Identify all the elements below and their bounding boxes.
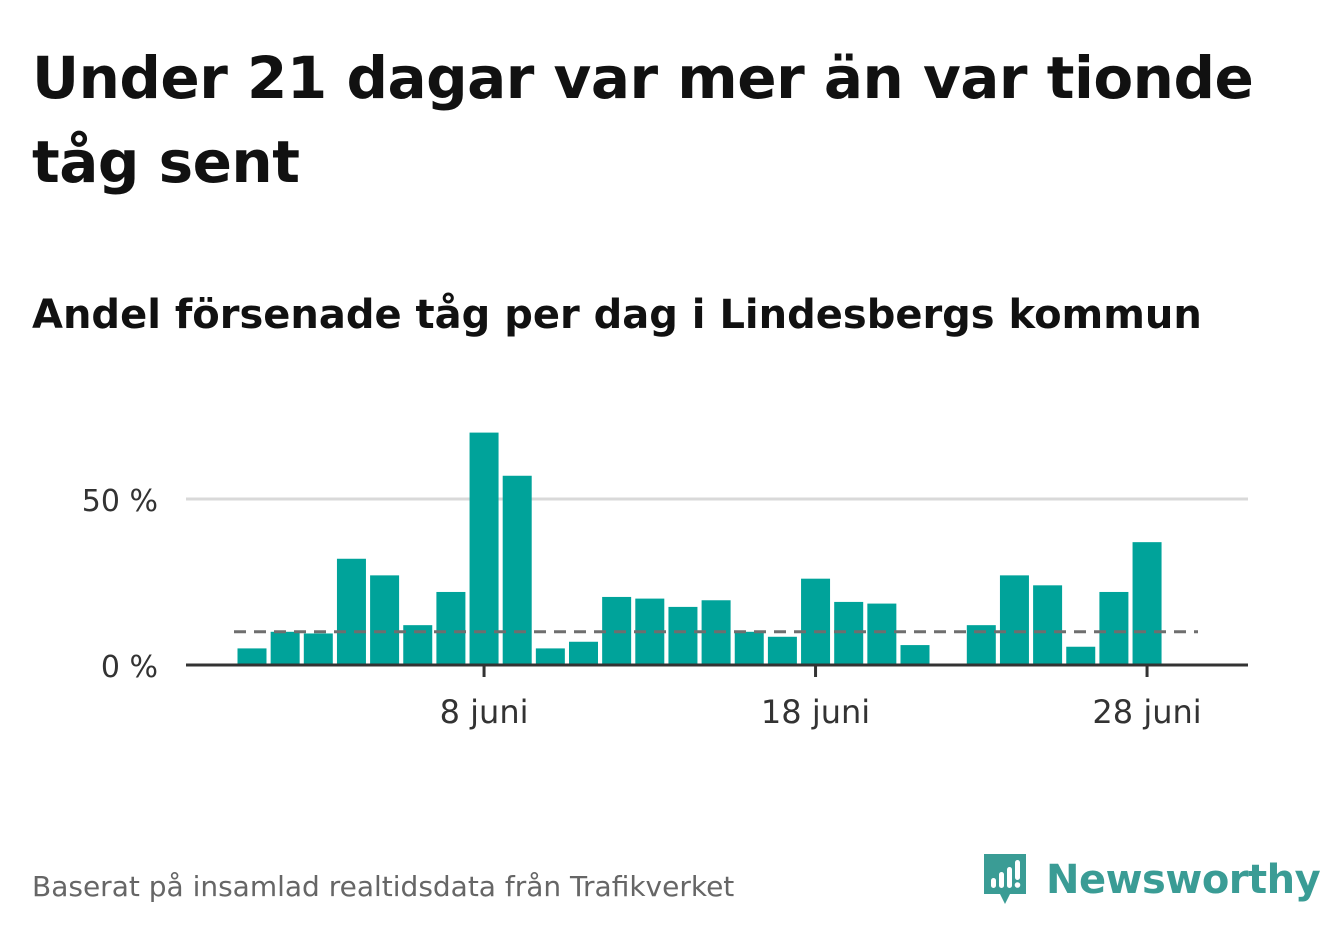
chart-title: Under 21 dagar var mer än var tionde tåg… [32,44,1254,196]
bar [436,591,466,665]
bar [535,648,565,665]
bar [999,575,1029,665]
bars [237,432,1162,665]
bar [270,631,300,665]
y-tick-label: 50 % [82,484,158,519]
bar [1099,591,1129,665]
bar [867,603,897,665]
y-tick-label: 0 % [101,650,158,685]
bar [900,645,930,665]
bar [237,648,267,665]
bar [801,578,831,665]
brand-name: Newsworthy [1046,857,1321,903]
bar [303,633,333,665]
bar-chart: 0 % 50 % 8 juni 18 juni 28 juni [82,432,1248,731]
axes: 0 % 50 % 8 juni 18 juni 28 juni [82,484,1248,731]
bar [1033,585,1063,665]
bar [1066,646,1096,665]
bar [668,606,698,665]
x-tick-label: 8 juni [440,693,529,731]
bar [336,558,366,665]
bar [767,636,797,665]
bar-chart-logo-icon [984,854,1026,904]
bar [834,601,864,665]
source-note: Baserat på insamlad realtidsdata från Tr… [32,870,735,903]
x-tick-label: 28 juni [1092,693,1201,731]
x-tick-label: 18 juni [761,693,870,731]
bar [734,631,764,665]
bar [1132,542,1162,665]
chart-subtitle: Andel försenade tåg per dag i Lindesberg… [32,292,1202,338]
bar [502,475,532,665]
bar [569,641,598,665]
bar [370,575,400,665]
bar [469,432,499,665]
newsworthy-logo[interactable]: Newsworthy [980,850,1321,910]
